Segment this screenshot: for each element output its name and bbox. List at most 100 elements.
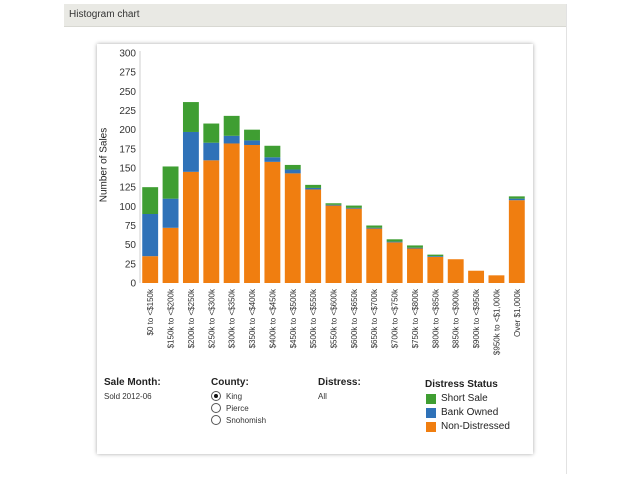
y-tick-label: 0 [130,279,136,290]
header-bar: Histogram chart [64,4,567,27]
bar-segment [427,256,444,283]
bar-segment [345,205,362,208]
x-tick-label: $750k to <$800k [411,288,420,348]
radio-icon[interactable] [211,403,221,413]
legend-label: Short Sale [441,393,488,404]
y-tick-label: 200 [119,125,136,136]
bar-segment [142,187,159,214]
legend-label: Bank Owned [441,407,499,418]
bar-segment [142,256,159,283]
bar-segment [407,245,423,248]
x-tick-label: $250k to <$300k [207,288,216,348]
y-tick-label: 50 [125,240,137,251]
x-tick-label: $200k to <$250k [187,288,196,348]
y-tick-label: 275 [119,68,136,79]
x-tick-label: $400k to <$450k [268,288,277,348]
x-tick-label: $850k to <$900k [452,288,461,348]
bar-segment [366,225,383,228]
x-tick-label: $550k to <$600k [330,288,339,348]
county-option-label: Snohomish [226,415,267,425]
county-option-snohomish[interactable]: Snohomish [211,415,266,425]
bar-segment [386,242,403,283]
radio-icon[interactable] [211,415,221,425]
bar-segment [325,203,342,205]
x-tick-label: $300k to <$350k [228,288,237,348]
bar-segment [366,227,383,229]
bar-segment [325,205,342,283]
x-tick-label: $500k to <$550k [309,288,318,348]
bar-segment [407,248,423,283]
bar-segment [264,157,281,162]
bar-segment [386,241,403,243]
x-tick-label: $0 to <$150k [146,288,155,335]
distress-title: Distress: [318,377,361,388]
county-option-pierce[interactable]: Pierce [211,403,249,413]
y-tick-label: 225 [119,106,136,117]
bar-segment [447,259,464,283]
x-tick-label: $900k to <$950k [472,288,481,348]
x-tick-label: $150k to <$200k [167,288,176,348]
legend-swatch [426,393,436,404]
x-tick-label: $700k to <$750k [391,288,400,348]
bar-segment [162,227,179,283]
x-tick-label: $600k to <$650k [350,288,359,348]
bar-segment [386,239,403,242]
x-tick-label: Over $1,000k [513,288,522,337]
y-tick-label: 175 [119,144,136,155]
bar-segment [203,160,220,283]
bar-segment [223,115,240,136]
y-tick-label: 250 [119,87,136,98]
radio-selected-icon[interactable] [211,391,221,401]
bar-segment [427,256,444,257]
bar-segment [142,214,159,257]
bar-segment [305,187,322,190]
bar-segment [162,166,179,199]
x-tick-label: $450k to <$500k [289,288,298,348]
x-tick-label: $950k to <$1,000k [492,288,501,355]
bar-segment [305,189,322,283]
county-option-king[interactable]: King [211,391,242,401]
bar-segment [407,247,423,249]
bar-segment [427,254,444,257]
bar-segment [305,184,322,188]
x-tick-label: $350k to <$400k [248,288,257,348]
legend-label: Non-Distressed [441,421,510,432]
y-tick-label: 25 [125,259,137,270]
bar-segment [223,143,240,283]
bar-segment [182,102,199,132]
bar-segment [284,169,301,174]
bar-segment [203,123,220,143]
x-tick-label: $800k to <$850k [431,288,440,348]
bar-segment [182,131,199,172]
divider [566,4,567,474]
legend-item-short-sale[interactable]: Short Sale [426,393,488,404]
legend-title: Distress Status [425,379,498,390]
bar-segment [264,161,281,283]
sale-month-title: Sale Month: [104,377,161,388]
legend-item-non-distressed[interactable]: Non-Distressed [426,421,510,432]
bar-segment [182,171,199,283]
legend-swatch [426,407,436,418]
bar-segment [264,145,281,158]
bar-segment [345,207,362,209]
county-option-label: King [226,391,243,401]
bar-segment [488,275,505,283]
sale-month-value: Sold 2012-06 [104,392,152,401]
bar-segment [508,200,525,283]
legend-item-bank-owned[interactable]: Bank Owned [426,407,498,418]
y-tick-label: 100 [119,202,136,213]
bar-segment [284,173,301,283]
y-tick-label: 125 [119,183,136,194]
bar-segment [203,142,220,161]
bar-segment [244,129,260,141]
bar-segment [284,164,301,170]
bar-segment [468,270,485,283]
y-tick-label: 150 [119,164,136,175]
bar-segment [244,145,260,283]
bar-segment [162,198,179,228]
x-tick-label: $650k to <$700k [370,288,379,348]
bar-segment [366,228,383,283]
county-title: County: [211,377,249,388]
distress-value: All [318,392,327,401]
